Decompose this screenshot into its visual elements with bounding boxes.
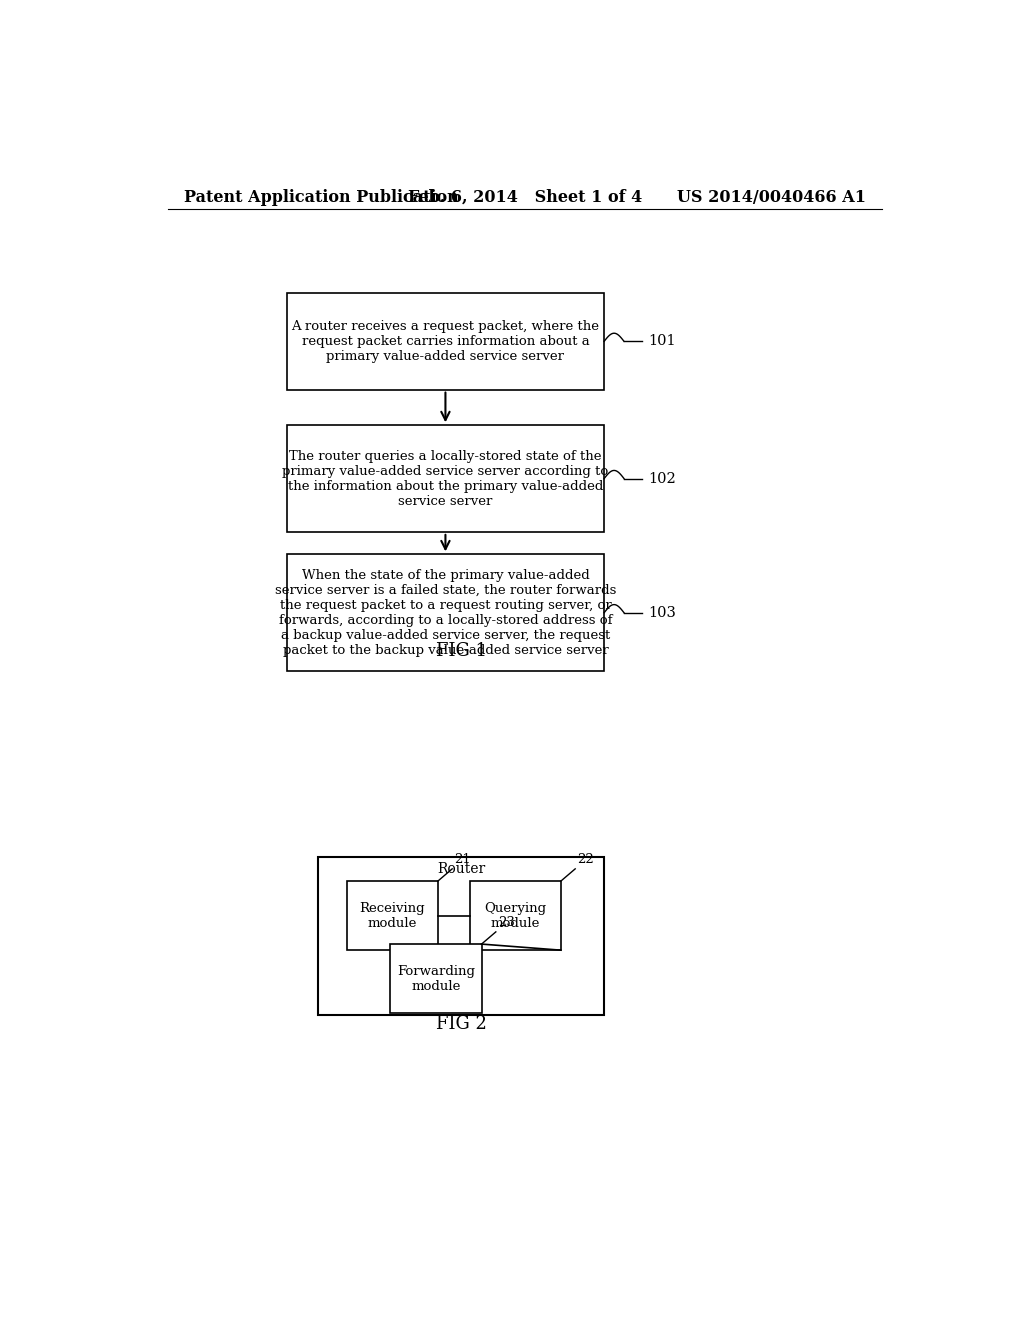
Text: A router receives a request packet, where the
request packet carries information: A router receives a request packet, wher… — [292, 319, 599, 363]
FancyBboxPatch shape — [287, 425, 604, 532]
Text: FIG 1: FIG 1 — [436, 643, 486, 660]
FancyBboxPatch shape — [390, 944, 481, 1014]
FancyBboxPatch shape — [470, 880, 561, 950]
Text: US 2014/0040466 A1: US 2014/0040466 A1 — [677, 189, 866, 206]
Text: 102: 102 — [648, 471, 676, 486]
Text: Querying
module: Querying module — [484, 902, 547, 929]
Text: 103: 103 — [648, 606, 677, 619]
Text: Feb. 6, 2014   Sheet 1 of 4: Feb. 6, 2014 Sheet 1 of 4 — [408, 189, 642, 206]
Text: The router queries a locally-stored state of the
primary value-added service ser: The router queries a locally-stored stat… — [283, 450, 608, 508]
Text: 21: 21 — [455, 853, 471, 866]
Text: 23: 23 — [499, 916, 515, 929]
FancyBboxPatch shape — [287, 293, 604, 389]
Text: Patent Application Publication: Patent Application Publication — [183, 189, 459, 206]
Text: Receiving
module: Receiving module — [359, 902, 425, 929]
Text: Forwarding
module: Forwarding module — [397, 965, 475, 993]
Text: 101: 101 — [648, 334, 676, 348]
Text: Router: Router — [437, 862, 485, 876]
Text: FIG 2: FIG 2 — [436, 1015, 486, 1034]
Text: When the state of the primary value-added
service server is a failed state, the : When the state of the primary value-adde… — [274, 569, 616, 657]
Text: 22: 22 — [578, 853, 594, 866]
FancyBboxPatch shape — [287, 554, 604, 671]
FancyBboxPatch shape — [318, 857, 604, 1015]
FancyBboxPatch shape — [347, 880, 438, 950]
